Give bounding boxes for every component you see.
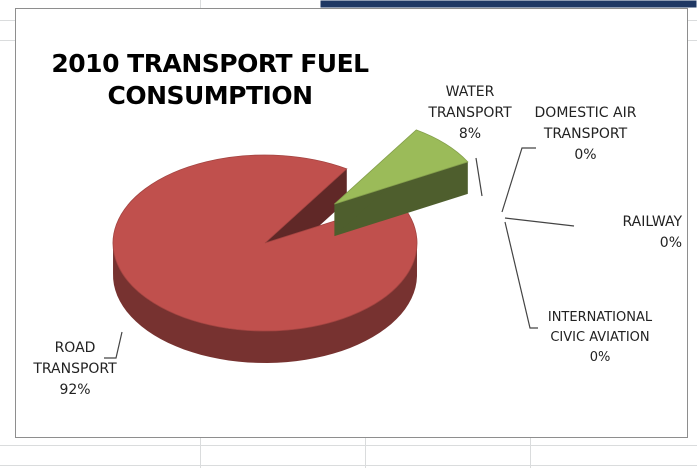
label-water: WATER TRANSPORT 8% <box>420 82 520 145</box>
slice <box>112 154 418 332</box>
category-label: RAILWAY <box>622 214 683 230</box>
value-label: 0% <box>574 147 597 163</box>
value-label: 8% <box>458 126 482 142</box>
value-label: 0% <box>589 350 611 365</box>
slice-side <box>334 161 468 237</box>
category-label: ROAD TRANSPORT <box>33 340 117 377</box>
category-label: INTERNATIONAL CIVIC AVIATION <box>547 310 653 345</box>
label-road: ROAD TRANSPORT 92% <box>20 338 130 401</box>
chart-title: 2010 TRANSPORT FUEL CONSUMPTION <box>51 49 369 110</box>
value-label: 92% <box>59 382 91 398</box>
slice <box>334 129 469 205</box>
category-label: DOMESTIC AIR TRANSPORT <box>534 105 637 142</box>
slice-wall <box>113 241 417 363</box>
value-label: 0% <box>659 235 682 251</box>
label-domestic-air: DOMESTIC AIR TRANSPORT 0% <box>528 103 643 166</box>
category-label: WATER TRANSPORT <box>428 84 512 121</box>
pie <box>112 129 469 363</box>
label-international: INTERNATIONAL CIVIC AVIATION 0% <box>535 308 665 368</box>
label-railway: RAILWAY 0% <box>572 212 683 254</box>
